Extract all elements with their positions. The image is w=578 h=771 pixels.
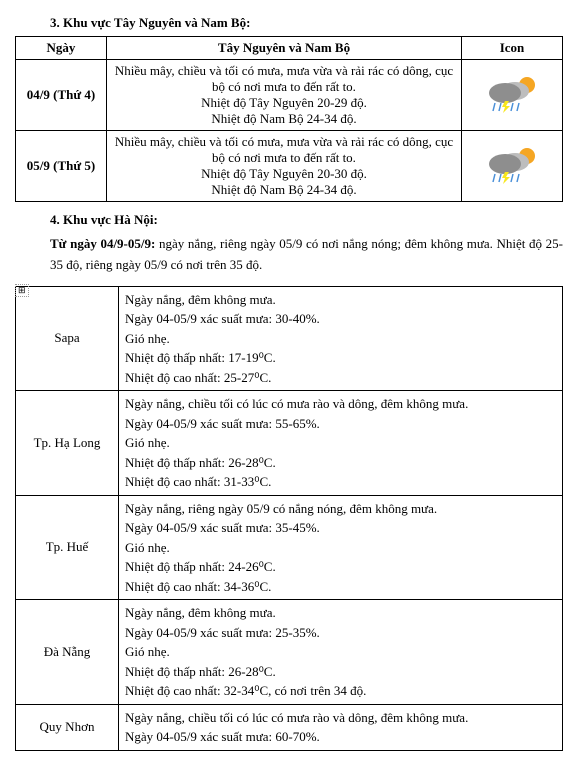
city-detail-cell: Ngày nắng, riêng ngày 05/9 có nắng nóng,…: [119, 495, 563, 600]
city-detail-cell: Ngày nắng, đêm không mưa.Ngày 04-05/9 xá…: [119, 600, 563, 705]
table-row: Quy Nhơn Ngày nắng, chiều tối có lúc có …: [16, 704, 563, 750]
city-name-cell: Tp. Huế: [16, 495, 119, 600]
date-cell: 04/9 (Thứ 4): [16, 60, 107, 131]
header-date: Ngày: [16, 37, 107, 60]
table-row: 04/9 (Thứ 4) Nhiều mây, chiều và tối có …: [16, 60, 563, 131]
region-forecast-table: Ngày Tây Nguyên và Nam Bộ Icon 04/9 (Thứ…: [15, 36, 563, 202]
icon-cell: [462, 131, 563, 202]
cities-table: Sapa Ngày nắng, đêm không mưa.Ngày 04-05…: [15, 286, 563, 751]
table-row: Tp. Huế Ngày nắng, riêng ngày 05/9 có nắ…: [16, 495, 563, 600]
header-region: Tây Nguyên và Nam Bộ: [107, 37, 462, 60]
header-icon: Icon: [462, 37, 563, 60]
storm-cloud-sun-icon: [485, 144, 540, 184]
desc-cell: Nhiều mây, chiều và tối có mưa, mưa vừa …: [107, 131, 462, 202]
section3-title: 3. Khu vực Tây Nguyên và Nam Bộ:: [50, 15, 563, 31]
desc-cell: Nhiều mây, chiều và tối có mưa, mưa vừa …: [107, 60, 462, 131]
table-row: Sapa Ngày nắng, đêm không mưa.Ngày 04-05…: [16, 286, 563, 391]
city-detail-cell: Ngày nắng, chiều tối có lúc có mưa rào v…: [119, 704, 563, 750]
city-name-cell: Tp. Hạ Long: [16, 391, 119, 496]
city-detail-cell: Ngày nắng, chiều tối có lúc có mưa rào v…: [119, 391, 563, 496]
city-name-cell: Sapa: [16, 286, 119, 391]
city-detail-cell: Ngày nắng, đêm không mưa.Ngày 04-05/9 xá…: [119, 286, 563, 391]
city-name-cell: Đà Nẵng: [16, 600, 119, 705]
anchor-icon: ⊞: [15, 284, 29, 297]
hanoi-summary: Từ ngày 04/9-05/9: ngày nắng, riêng ngày…: [50, 234, 563, 276]
storm-cloud-sun-icon: [485, 73, 540, 113]
table-row: Tp. Hạ Long Ngày nắng, chiều tối có lúc …: [16, 391, 563, 496]
city-name-cell: Quy Nhơn: [16, 704, 119, 750]
icon-cell: [462, 60, 563, 131]
date-cell: 05/9 (Thứ 5): [16, 131, 107, 202]
section4-title: 4. Khu vực Hà Nội:: [50, 212, 563, 228]
table-row: 05/9 (Thứ 5) Nhiều mây, chiều và tối có …: [16, 131, 563, 202]
hanoi-lead: Từ ngày 04/9-05/9:: [50, 236, 155, 251]
table-row: Đà Nẵng Ngày nắng, đêm không mưa.Ngày 04…: [16, 600, 563, 705]
